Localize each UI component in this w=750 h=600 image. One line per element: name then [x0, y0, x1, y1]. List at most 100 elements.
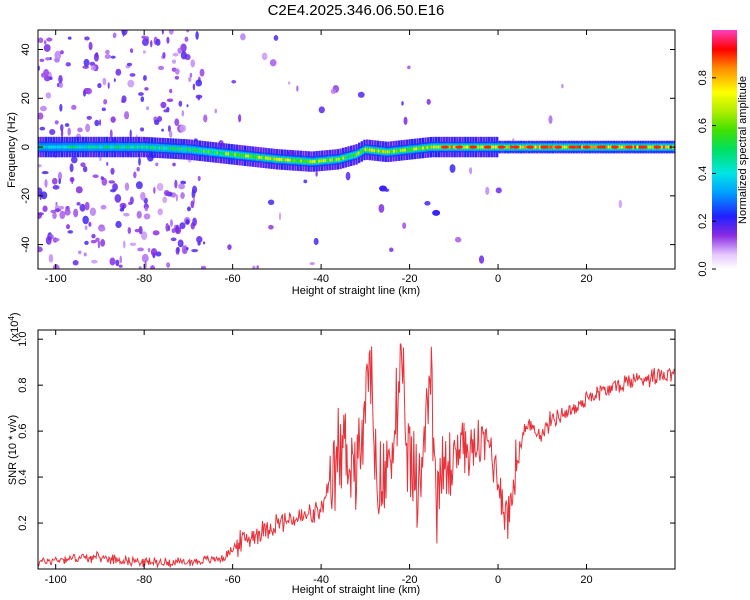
spectrogram-ridge-core [216, 151, 219, 155]
spectrogram-noise-cell [86, 115, 92, 120]
spectrogram-noise-cell [79, 203, 86, 212]
spectrogram-noise-cell [160, 101, 167, 109]
spectrogram-noise-cell [175, 194, 178, 202]
spectrogram-noise-cell [174, 118, 180, 126]
spectrogram-ridge-core [346, 155, 349, 159]
spectrogram-ridge-core [344, 155, 347, 159]
spectrogram-noise-cell [106, 161, 109, 166]
spectrogram-ridge-core [231, 152, 234, 156]
spectrogram-noise-cell [330, 88, 336, 95]
spectrogram-noise-cell [179, 124, 187, 133]
spectrogram-noise-cell [133, 171, 137, 179]
spectrogram-noise-cell [80, 162, 86, 168]
spectrogram-noise-cell [214, 108, 217, 114]
spectrogram-noise-cell [141, 38, 149, 47]
spectrogram-noise-cell [105, 49, 110, 55]
spectrogram-noise-cell [141, 35, 147, 39]
spectrogram-noise-cell [98, 227, 106, 232]
spectrogram-noise-cell [83, 58, 90, 67]
spectrogram-noise-cell [57, 171, 63, 181]
spectrogram-ridge-core [324, 159, 327, 162]
spectrogram-noise-cell [142, 50, 146, 54]
spectrogram-noise-cell [43, 44, 51, 52]
spectrogram-peak-dot [596, 145, 605, 149]
spectrogram-ridge-core [282, 158, 285, 162]
spectrogram-ridge [38, 136, 675, 216]
spectrogram-noise-cell [180, 51, 187, 60]
spectrogram-noise-cell [118, 264, 123, 268]
spectrogram-ridge-core [121, 145, 124, 149]
snr-x-tick-label: 0 [495, 574, 501, 586]
spectrogram-ridge-core [408, 148, 411, 151]
spectrogram-ridge-core [112, 145, 115, 149]
spectrogram-noise-cell [278, 212, 282, 221]
spectrogram-ridge-core [311, 160, 314, 164]
spectrogram-ridge-core [149, 145, 152, 149]
spectrogram-peak-dot [511, 145, 520, 149]
spectrogram-ridge-core [665, 145, 668, 149]
spectrogram-ridge-core [364, 148, 367, 151]
spectrogram-noise-cell [108, 180, 116, 184]
spectrogram-ridge-core [56, 145, 59, 149]
spectrogram-ridge-core [45, 145, 48, 149]
spectrogram-noise-cell [186, 104, 189, 108]
spectrogram-peak-dot [497, 145, 506, 149]
spectrogram-noise-cell [54, 208, 61, 212]
spectrogram-ridge-core [247, 154, 250, 158]
spectrogram-ridge-core [185, 147, 188, 151]
spectrogram-ridge-core [209, 150, 212, 154]
spectrogram-noise-cell [407, 65, 411, 70]
spectrogram-noise-cell [84, 225, 88, 231]
spectrogram-ridge-core [359, 150, 362, 154]
spectrogram-noise-cell [60, 50, 64, 55]
spectrogram-y-tick-label: 20 [20, 92, 32, 104]
spectrogram-noise-cell [403, 116, 408, 125]
snr-x-tick-label: -80 [136, 574, 152, 586]
spectrogram-noise-cell [84, 36, 90, 41]
spectrogram-ridge-core [322, 159, 325, 163]
spectrogram-ridge-core [390, 149, 393, 153]
spectrogram-noise-cell [137, 247, 144, 252]
snr-scale-close: ) [9, 312, 21, 316]
spectrogram-noise-cell [121, 30, 128, 36]
figure-title: C2E4.2025.346.06.50.E16 [268, 2, 445, 19]
spectrogram-ridge-core [395, 149, 398, 153]
spectrogram-ridge-core [328, 158, 331, 162]
spectrogram-ridge-core [158, 146, 161, 150]
spectrogram-ridge-core [634, 145, 637, 149]
spectrogram-noise-cell [134, 228, 141, 233]
spectrogram-ridge-core [76, 145, 79, 149]
spectrogram-noise-cell [38, 112, 44, 120]
spectrogram-ridge-core [103, 145, 106, 149]
spectrogram-ridge-core [222, 151, 225, 155]
colorbar-tick-label: 0.8 [697, 70, 709, 85]
spectrogram-noise-cell [58, 82, 64, 88]
spectrogram-noise-cell [124, 111, 130, 120]
spectrogram-ridge-core [163, 146, 166, 150]
spectrogram-noise-cell [102, 77, 107, 86]
spectrogram-ridge-core [353, 153, 356, 157]
spectrogram-noise-cell [203, 114, 208, 123]
spectrogram-ridge-core [255, 155, 258, 159]
colorbar-tick-label: 0.2 [697, 214, 709, 229]
spectrogram-noise-cell [192, 83, 196, 91]
spectrogram-ridge-core [227, 152, 230, 156]
spectrogram-noise-cell [269, 59, 277, 67]
spectrogram-noise-cell [44, 179, 48, 188]
spectrogram-ridge-core [295, 159, 298, 163]
spectrogram-noise-cell [38, 246, 43, 253]
spectrogram-ridge-core [313, 160, 316, 163]
spectrogram-ridge-core [424, 146, 427, 150]
spectrogram-noise-cell [48, 253, 54, 263]
spectrogram-noise-cell [161, 128, 165, 132]
spectrogram-ridge-core [114, 145, 117, 149]
spectrogram-ridge-core [145, 145, 148, 149]
spectrogram-ridge-core [269, 157, 272, 160]
spectrogram-noise-cell [478, 255, 485, 264]
spectrogram-y-tick-label: -20 [20, 188, 32, 204]
spectrogram-ridge-core [651, 145, 654, 149]
spectrogram-noise-cell [99, 156, 102, 162]
spectrogram-noise-cell [143, 75, 147, 81]
spectrogram-noise-cell [150, 248, 158, 257]
spectrogram-ridge-core [249, 154, 252, 158]
